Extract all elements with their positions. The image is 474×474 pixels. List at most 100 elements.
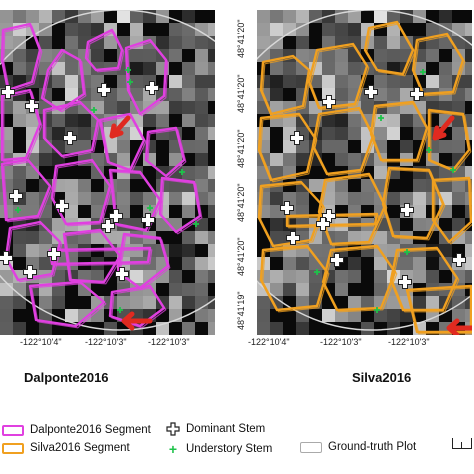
raster-cell [13,36,26,49]
raster-cell [270,75,283,88]
raster-cell [348,75,361,88]
raster-cell [182,36,195,49]
x-tick-label: -122°10'4" [248,337,290,347]
crown-segment-outline [147,129,187,179]
crown-segment-outline [384,169,446,241]
x-tick-label: -122°10'3" [85,337,127,347]
raster-cell [65,179,78,192]
raster-cell [169,231,182,244]
raster-cell [0,322,13,335]
raster-cell [283,140,296,153]
raster-cell [361,101,374,114]
raster-cell [182,231,195,244]
raster-cell [348,23,361,36]
raster-cell [413,192,426,205]
raster-cell [387,231,400,244]
dominant-stem-marker [1,85,15,99]
raster-cell [335,309,348,322]
dominant-stem-marker [141,213,155,227]
raster-cell [439,218,452,231]
raster-cell [195,166,208,179]
legend-label: Understory Stem [186,443,273,455]
raster-cell [208,166,215,179]
raster-cell [78,179,91,192]
raster-cell [413,270,426,283]
raster-cell [296,270,309,283]
raster-cell [91,205,104,218]
raster-cell [195,114,208,127]
raster-cell [374,49,387,62]
raster-cell [13,322,26,335]
raster-cell [270,231,283,244]
crown-segment [124,38,168,116]
raster-cell [270,166,283,179]
raster-cell [65,296,78,309]
raster-cell [374,309,387,322]
raster-cell [335,88,348,101]
raster-cell [13,127,26,140]
raster-cell [270,23,283,36]
raster-cell [426,10,439,23]
raster-cell [335,231,348,244]
raster-cell [39,231,52,244]
silva-swatch [2,442,24,454]
raster-cell [13,166,26,179]
raster-cell [348,114,361,127]
raster-cell [439,140,452,153]
raster-cell [426,296,439,309]
raster-cell [439,10,452,23]
raster-cell [169,49,182,62]
raster-cell [182,166,195,179]
raster-cell [270,153,283,166]
red-arrow-icon [432,115,455,141]
raster-cell [283,75,296,88]
raster-cell [169,75,182,88]
raster-cell [39,36,52,49]
crown-segment-outline [314,109,376,177]
raster-cell [65,114,78,127]
raster-cell [374,10,387,23]
legend-label: Dominant Stem [186,423,266,435]
crown-segment-outline [262,57,312,117]
raster-cell [465,49,472,62]
raster-cell [39,218,52,231]
raster-cell [413,257,426,270]
dominant-stem-marker [364,85,378,99]
raster-cell [322,62,335,75]
raster-cell [26,322,39,335]
raster-cell [169,205,182,218]
raster-cell [91,231,104,244]
raster-cell [182,296,195,309]
raster-cell [465,114,472,127]
raster-cell [452,218,465,231]
understory-stem-marker [404,249,410,255]
raster-cell [195,140,208,153]
raster-cell [52,231,65,244]
raster-cell [335,179,348,192]
raster-cell [130,179,143,192]
raster-cell [91,49,104,62]
raster-cell [143,296,156,309]
raster-cell [208,62,215,75]
raster-cell [208,153,215,166]
understory-stem-marker [91,107,97,113]
raster-cell [52,270,65,283]
x-tick-label: -122°10'3" [148,337,190,347]
raster-cell [195,257,208,270]
scale-bar-tick [461,442,462,448]
red-arrow-icon [109,115,131,139]
red-arrow-icon [121,311,153,331]
map-canvas-dalponte [0,10,215,335]
raster-cell [348,231,361,244]
raster-cell [13,244,26,257]
raster-cell [182,192,195,205]
raster-cell [195,283,208,296]
raster-cell [195,88,208,101]
raster-cell [348,10,361,23]
raster-cell [78,192,91,205]
raster-cell [348,179,361,192]
raster-cell [465,10,472,23]
crown-segment-outline [310,45,370,111]
raster-cell [0,296,13,309]
y-tick-label: 48°41'19" [236,291,246,330]
